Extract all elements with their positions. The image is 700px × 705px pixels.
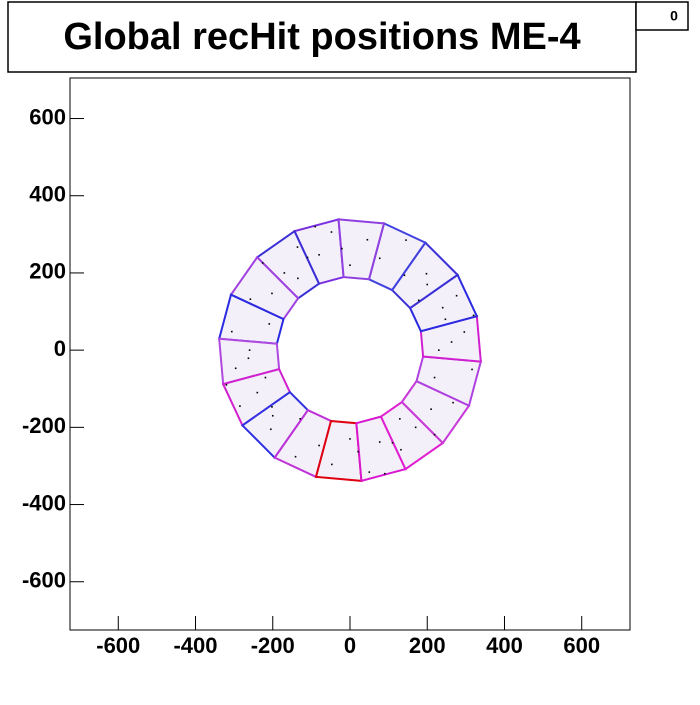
rechit bbox=[297, 277, 299, 280]
entries-label: 0 bbox=[670, 8, 678, 24]
rechit bbox=[239, 405, 241, 407]
rechit bbox=[271, 414, 274, 417]
rechit bbox=[271, 292, 273, 295]
rechit bbox=[294, 455, 297, 458]
rechit bbox=[256, 391, 259, 394]
rechit bbox=[441, 306, 444, 309]
rechit bbox=[248, 349, 251, 351]
y-tick-label: 200 bbox=[29, 259, 66, 284]
rechit bbox=[378, 441, 381, 443]
rechit bbox=[247, 357, 250, 360]
rechit bbox=[452, 401, 454, 404]
rechit bbox=[444, 318, 447, 321]
rechit bbox=[249, 298, 252, 300]
rechit bbox=[296, 246, 299, 248]
x-tick-label: 600 bbox=[563, 633, 600, 658]
rechit bbox=[349, 438, 351, 440]
x-tick-label: -200 bbox=[251, 633, 295, 658]
rechit bbox=[314, 225, 317, 228]
rechit bbox=[330, 231, 333, 233]
rechit bbox=[270, 428, 272, 431]
rechit bbox=[433, 376, 436, 379]
x-tick-label: 0 bbox=[344, 633, 356, 658]
y-tick-label: -400 bbox=[22, 490, 66, 515]
y-tick-label: -200 bbox=[22, 413, 66, 438]
rechit bbox=[426, 283, 429, 286]
rechit bbox=[391, 441, 394, 444]
rechit bbox=[318, 444, 320, 447]
rechit bbox=[417, 299, 420, 302]
rechit bbox=[383, 472, 386, 475]
rechit bbox=[368, 471, 371, 473]
rechit bbox=[283, 272, 286, 274]
rechit bbox=[405, 239, 407, 241]
rechit bbox=[225, 384, 228, 386]
rechit bbox=[261, 262, 264, 264]
y-tick-label: 600 bbox=[29, 104, 66, 129]
rechit bbox=[455, 294, 458, 297]
x-tick-label: 200 bbox=[409, 633, 446, 658]
title-box bbox=[7, 1, 637, 73]
y-tick-label: 400 bbox=[29, 182, 66, 207]
y-tick-label: 0 bbox=[54, 336, 66, 361]
rechit bbox=[357, 450, 359, 453]
rechit bbox=[399, 418, 401, 420]
rechit bbox=[425, 272, 428, 275]
rechit bbox=[264, 376, 267, 379]
rechit bbox=[306, 256, 309, 259]
rechit bbox=[438, 349, 440, 351]
rechit bbox=[471, 368, 473, 371]
x-tick-label: -600 bbox=[96, 633, 140, 658]
rechit bbox=[299, 418, 301, 420]
rechit bbox=[268, 323, 271, 325]
rechit bbox=[400, 448, 402, 451]
rechit bbox=[403, 274, 406, 277]
rechit bbox=[318, 253, 320, 256]
rechit bbox=[378, 257, 381, 260]
rechit bbox=[349, 264, 351, 267]
entries-box bbox=[635, 1, 689, 31]
rechit bbox=[366, 238, 369, 241]
rechit bbox=[472, 314, 475, 317]
x-tick-label: -400 bbox=[173, 633, 217, 658]
rechit bbox=[231, 330, 233, 333]
chamber bbox=[337, 218, 386, 281]
chart-title: Global recHit positions ME-4 bbox=[63, 16, 580, 58]
rechit bbox=[271, 406, 273, 408]
rechit bbox=[414, 426, 417, 429]
rechit bbox=[433, 433, 436, 436]
rechit bbox=[331, 463, 333, 466]
y-tick-label: -600 bbox=[22, 568, 66, 593]
rechit bbox=[234, 367, 237, 370]
rechit bbox=[450, 341, 453, 343]
rechit bbox=[430, 408, 432, 410]
rechit bbox=[463, 331, 466, 333]
x-tick-label: 400 bbox=[486, 633, 523, 658]
rechit bbox=[341, 247, 343, 250]
